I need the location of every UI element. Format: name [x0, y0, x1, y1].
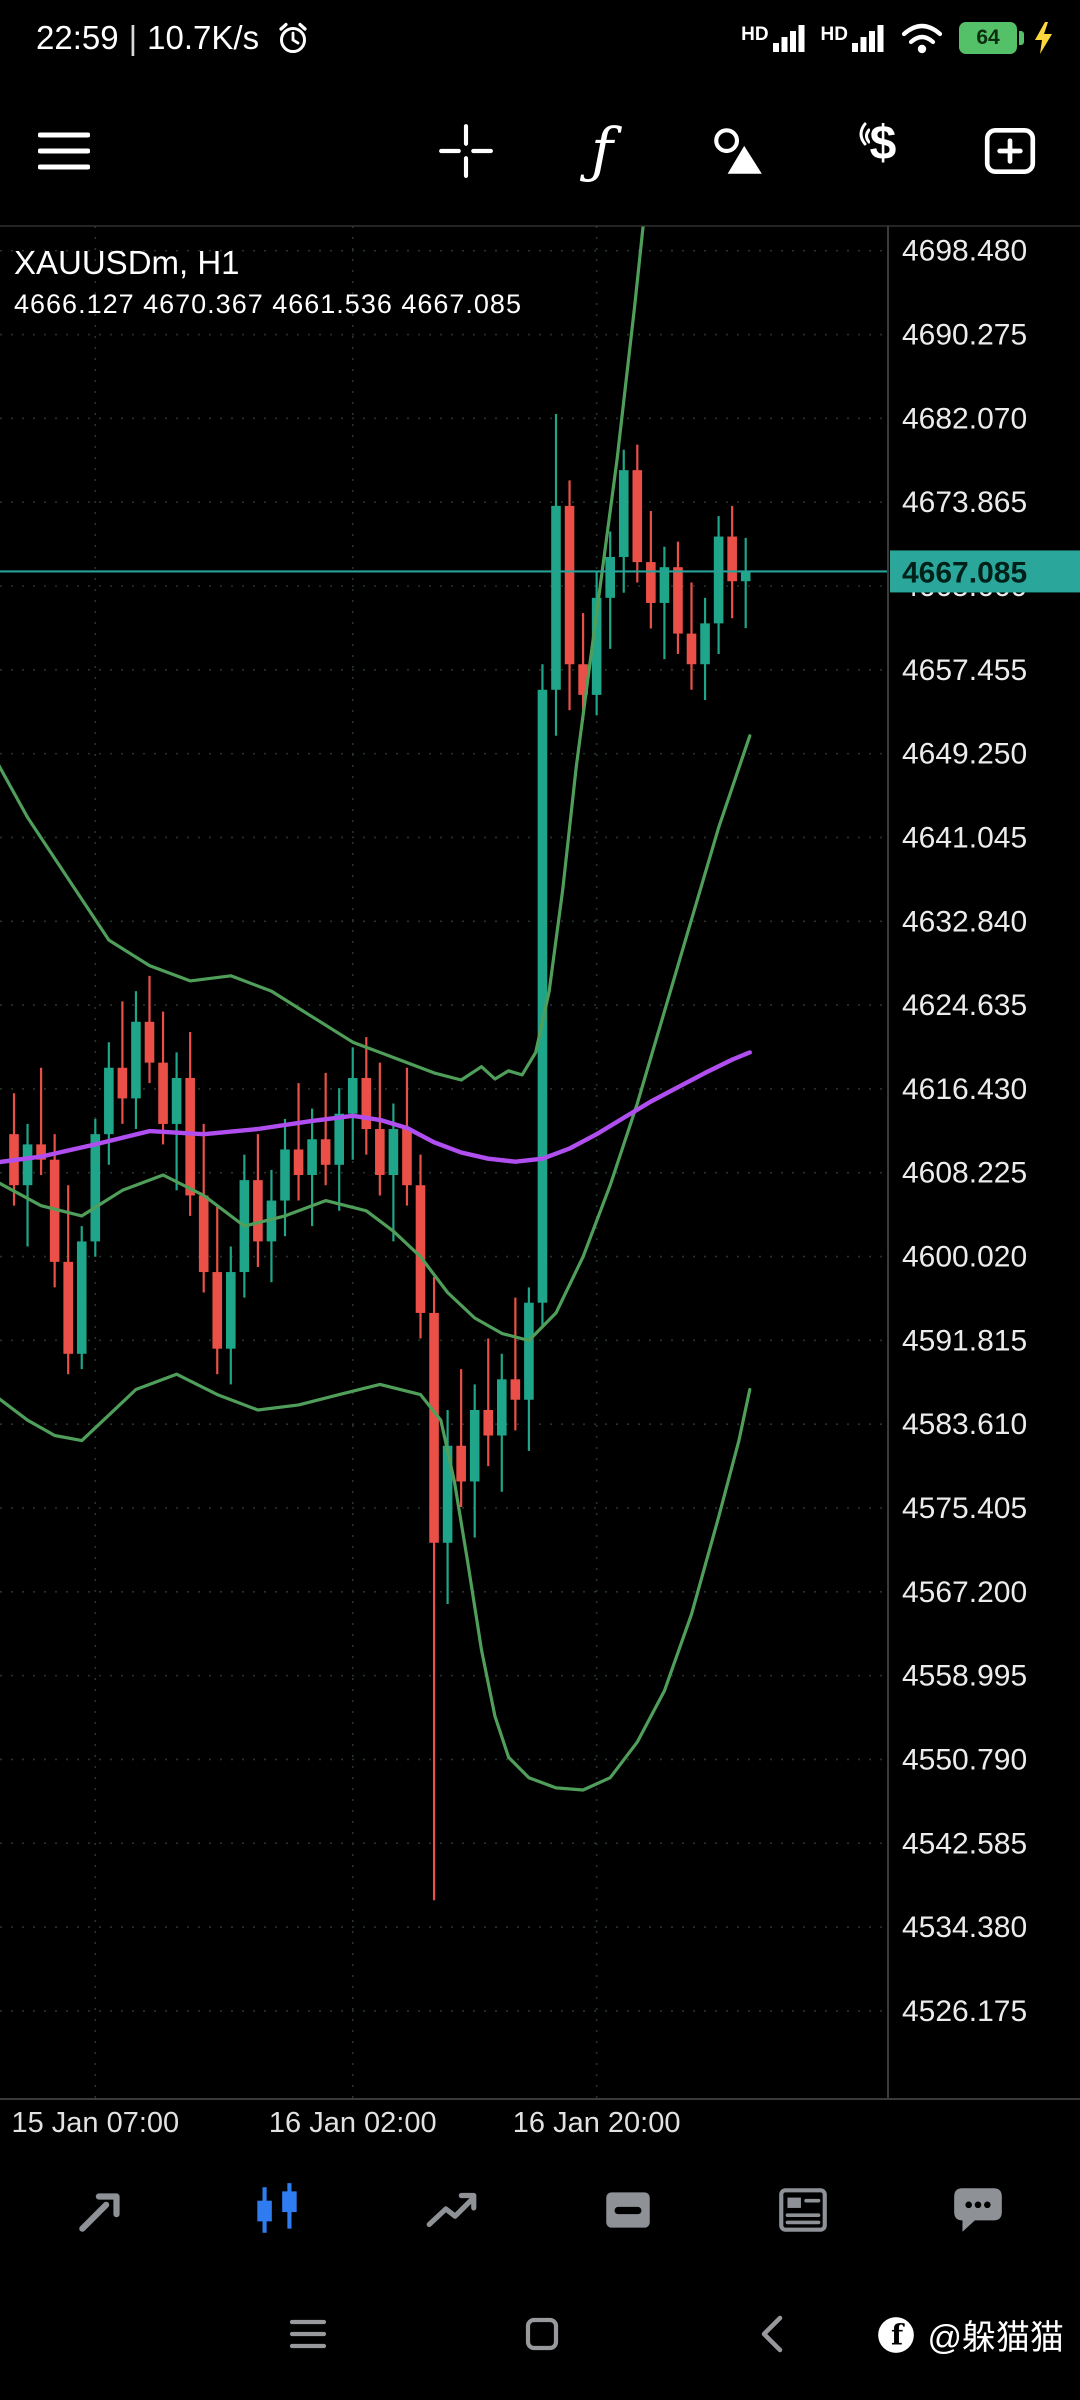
shapes-icon	[714, 128, 762, 174]
newspaper-icon	[779, 2188, 827, 2232]
wifi-icon	[901, 23, 943, 54]
toolbar-actions: ƒ $	[436, 120, 1040, 182]
status-right: HD HD 64	[741, 21, 1054, 55]
price-axis-label: 4608.225	[902, 1157, 1027, 1190]
battery-percent: 64	[976, 26, 1000, 49]
sim1-signal: HD	[741, 23, 805, 53]
grid: 4698.4804690.2754682.0704673.8654665.660…	[0, 226, 1027, 2139]
price-axis-label: 4673.865	[902, 486, 1027, 519]
price-axis-label: 4641.045	[902, 821, 1027, 854]
nav-item-history[interactable]	[573, 2155, 683, 2265]
network-speed: 10.7K/s	[147, 19, 260, 56]
facebook-icon: f	[878, 2316, 915, 2353]
price-axis-label: 4657.455	[902, 654, 1027, 687]
home-icon	[525, 2317, 559, 2351]
sim2-signal: HD	[821, 23, 885, 53]
hd-badge: HD	[820, 24, 848, 45]
status-bar: 22:59 | 10.7K/s HD HD	[0, 0, 1080, 70]
moving-average-line	[0, 1050, 752, 1165]
current-price-badge-label: 4667.085	[902, 556, 1027, 589]
nav-item-messages[interactable]	[923, 2155, 1033, 2265]
time-axis-label: 16 Jan 02:00	[269, 2107, 437, 2139]
back-button[interactable]	[744, 2304, 804, 2364]
objects-button[interactable]	[708, 120, 768, 182]
price-axis-label: 4526.175	[902, 1995, 1027, 2028]
motion-marks-icon	[859, 122, 870, 146]
price-axis-label: 4550.790	[902, 1743, 1027, 1776]
price-axis-label: 4567.200	[902, 1576, 1027, 1609]
price-axis-label: 4600.020	[902, 1241, 1027, 1274]
hamburger-icon	[38, 132, 90, 170]
price-axis-label: 4591.815	[902, 1324, 1027, 1357]
status-separator: |	[128, 19, 138, 56]
signal-bars-icon	[852, 25, 884, 52]
quotes-arrow-icon	[78, 2193, 120, 2232]
home-button[interactable]	[512, 2304, 572, 2364]
menu-button[interactable]	[34, 120, 94, 182]
crosshair-icon	[439, 124, 493, 178]
price-axis-label: 4542.585	[902, 1827, 1027, 1860]
indicators-button[interactable]: ƒ	[572, 120, 632, 182]
chat-bubble-icon	[954, 2188, 1003, 2232]
watermark-handle: @躲猫猫	[927, 2319, 1064, 2357]
svg-text:f: f	[891, 2317, 905, 2351]
nav-item-news[interactable]	[748, 2155, 858, 2265]
price-axis-label: 4690.275	[902, 319, 1027, 352]
trend-lines-icon	[426, 2192, 477, 2228]
toolbar: ƒ $	[0, 70, 1080, 202]
candles	[9, 413, 751, 1901]
time-axis-label: 16 Jan 20:00	[513, 2107, 681, 2139]
candlestick-chart-icon	[257, 2183, 297, 2233]
price-axis-label: 4698.480	[902, 235, 1027, 268]
bottom-nav	[0, 2140, 1080, 2280]
alarm-icon	[279, 22, 307, 53]
recents-button[interactable]	[278, 2304, 338, 2364]
time-axis-label: 15 Jan 07:00	[11, 2107, 179, 2139]
nav-item-quotes[interactable]	[47, 2155, 157, 2265]
price-axis-label: 4649.250	[902, 738, 1027, 771]
recents-icon	[289, 2319, 327, 2349]
price-axis-label: 4632.840	[902, 905, 1027, 938]
dollar-icon: $	[869, 117, 897, 170]
band-upper-line	[0, 226, 645, 1082]
signal-bars-icon	[772, 25, 805, 52]
back-icon	[761, 2315, 783, 2353]
status-time: 22:59	[36, 19, 119, 56]
add-chart-button[interactable]	[980, 120, 1040, 182]
inbox-tray-icon	[605, 2192, 650, 2228]
band-middle-line	[0, 734, 752, 1343]
battery-indicator: 64	[959, 22, 1024, 54]
nav-item-charts[interactable]	[222, 2155, 332, 2265]
price-axis-label: 4534.380	[902, 1911, 1027, 1944]
chart-area: 4698.4804690.2754682.0704673.8654665.660…	[0, 202, 1080, 2140]
nav-item-trade[interactable]	[397, 2155, 507, 2265]
price-axis-label: 4583.610	[902, 1408, 1027, 1441]
function-icon: ƒ	[590, 116, 614, 186]
status-left: 22:59 | 10.7K/s	[36, 19, 311, 57]
price-axis-label: 4682.070	[902, 402, 1027, 435]
system-nav: f @躲猫猫	[0, 2280, 1080, 2400]
charging-bolt-icon	[1035, 22, 1052, 54]
price-axis-label: 4575.405	[902, 1492, 1027, 1525]
price-axis-label: 4624.635	[902, 989, 1027, 1022]
price-axis-label: 4558.995	[902, 1660, 1027, 1693]
price-chart[interactable]: 4698.4804690.2754682.0704673.8654665.660…	[0, 202, 1080, 2140]
crosshair-button[interactable]	[436, 120, 496, 182]
new-order-button[interactable]: $	[844, 120, 904, 182]
price-axis-label: 4616.430	[902, 1073, 1027, 1106]
band-lower-line	[0, 1372, 752, 1792]
watermark: f @躲猫猫	[875, 2310, 1064, 2359]
current-price-badge	[890, 550, 1080, 593]
hd-badge: HD	[741, 24, 769, 45]
add-window-icon	[984, 127, 1036, 175]
